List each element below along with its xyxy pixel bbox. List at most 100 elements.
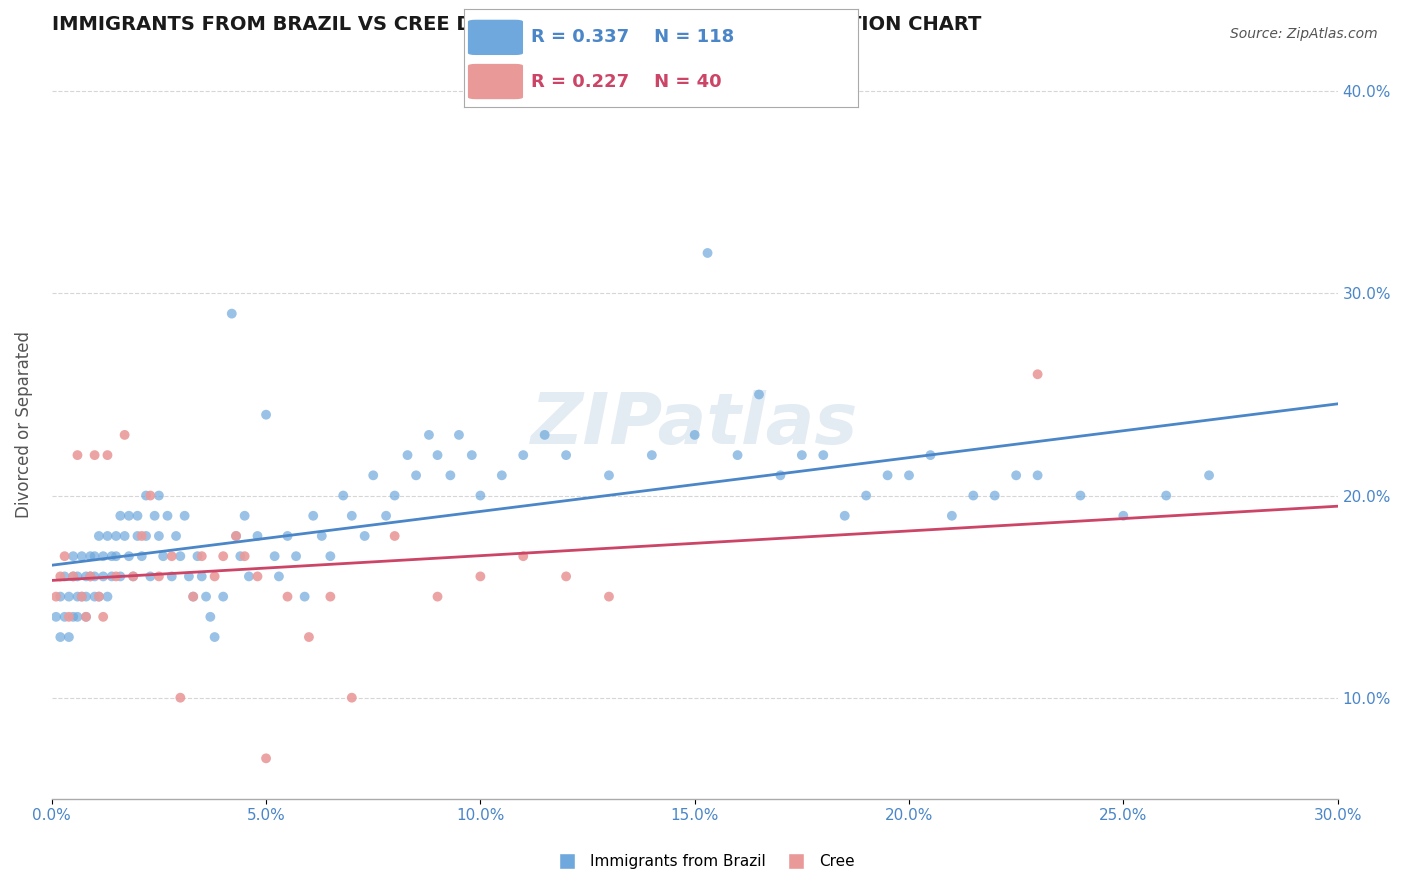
Text: ZIPatlas: ZIPatlas <box>531 391 859 459</box>
Point <box>169 690 191 705</box>
Point <box>319 549 342 564</box>
Point <box>233 508 256 523</box>
Point <box>186 549 208 564</box>
Point <box>1198 468 1220 483</box>
Point <box>200 610 222 624</box>
Point <box>66 569 89 583</box>
Point <box>181 590 204 604</box>
Point <box>131 529 153 543</box>
Point <box>375 508 398 523</box>
Point <box>87 590 110 604</box>
Point <box>75 569 97 583</box>
Point <box>876 468 898 483</box>
Point <box>66 610 89 624</box>
Point <box>340 690 363 705</box>
Point <box>1026 368 1049 382</box>
Point <box>70 590 93 604</box>
Point <box>181 590 204 604</box>
Point <box>439 468 461 483</box>
Point <box>105 549 128 564</box>
Point <box>426 448 449 462</box>
Point <box>461 448 484 462</box>
Point <box>152 549 174 564</box>
Point <box>898 468 921 483</box>
Point <box>139 489 162 503</box>
Point <box>332 489 354 503</box>
Point <box>229 549 252 564</box>
Point <box>641 448 664 462</box>
Point <box>114 529 136 543</box>
Point <box>319 590 342 604</box>
Point <box>426 590 449 604</box>
Point <box>470 489 492 503</box>
Point <box>49 569 72 583</box>
Point <box>70 590 93 604</box>
Text: R = 0.227    N = 40: R = 0.227 N = 40 <box>531 72 721 90</box>
Point <box>127 529 149 543</box>
Point <box>135 489 157 503</box>
Point <box>96 529 118 543</box>
Point <box>100 549 122 564</box>
Point <box>1112 508 1135 523</box>
Point <box>83 549 105 564</box>
Point <box>533 428 555 442</box>
Point <box>53 610 76 624</box>
Point <box>962 489 984 503</box>
Point <box>49 630 72 644</box>
Point <box>79 569 101 583</box>
Point <box>340 508 363 523</box>
Point <box>53 549 76 564</box>
Point <box>75 610 97 624</box>
Point <box>83 448 105 462</box>
Point <box>53 569 76 583</box>
Point <box>1005 468 1028 483</box>
Point <box>384 489 406 503</box>
Point <box>70 549 93 564</box>
Text: IMMIGRANTS FROM BRAZIL VS CREE DIVORCED OR SEPARATED CORRELATION CHART: IMMIGRANTS FROM BRAZIL VS CREE DIVORCED … <box>52 15 981 34</box>
Point <box>83 590 105 604</box>
Point <box>160 569 183 583</box>
Point <box>353 529 375 543</box>
Point <box>45 610 67 624</box>
Point <box>122 569 145 583</box>
Point <box>769 468 792 483</box>
Point <box>75 610 97 624</box>
Point <box>118 508 141 523</box>
Point <box>418 428 440 442</box>
Point <box>96 448 118 462</box>
Point <box>212 590 235 604</box>
Point <box>58 590 80 604</box>
Point <box>96 590 118 604</box>
Point <box>983 489 1005 503</box>
Point <box>169 549 191 564</box>
Point <box>555 569 578 583</box>
Legend: Immigrants from Brazil, Cree: Immigrants from Brazil, Cree <box>546 848 860 875</box>
Text: R = 0.337    N = 118: R = 0.337 N = 118 <box>531 29 734 46</box>
Point <box>276 529 298 543</box>
Y-axis label: Divorced or Separated: Divorced or Separated <box>15 331 32 518</box>
Point <box>148 569 170 583</box>
Point <box>156 508 179 523</box>
Point <box>233 549 256 564</box>
Point <box>1026 468 1049 483</box>
Point <box>91 610 114 624</box>
Point <box>855 489 877 503</box>
Point <box>683 428 706 442</box>
Point <box>470 569 492 583</box>
Point <box>160 549 183 564</box>
Point <box>118 549 141 564</box>
Point <box>83 569 105 583</box>
Point <box>105 569 128 583</box>
Point <box>263 549 285 564</box>
Point <box>302 508 325 523</box>
Point <box>491 468 513 483</box>
Point <box>396 448 419 462</box>
Point <box>696 246 718 260</box>
Point <box>298 630 321 644</box>
Point <box>143 508 166 523</box>
Point <box>267 569 290 583</box>
Point <box>941 508 963 523</box>
Point <box>127 508 149 523</box>
Point <box>79 549 101 564</box>
Point <box>920 448 942 462</box>
